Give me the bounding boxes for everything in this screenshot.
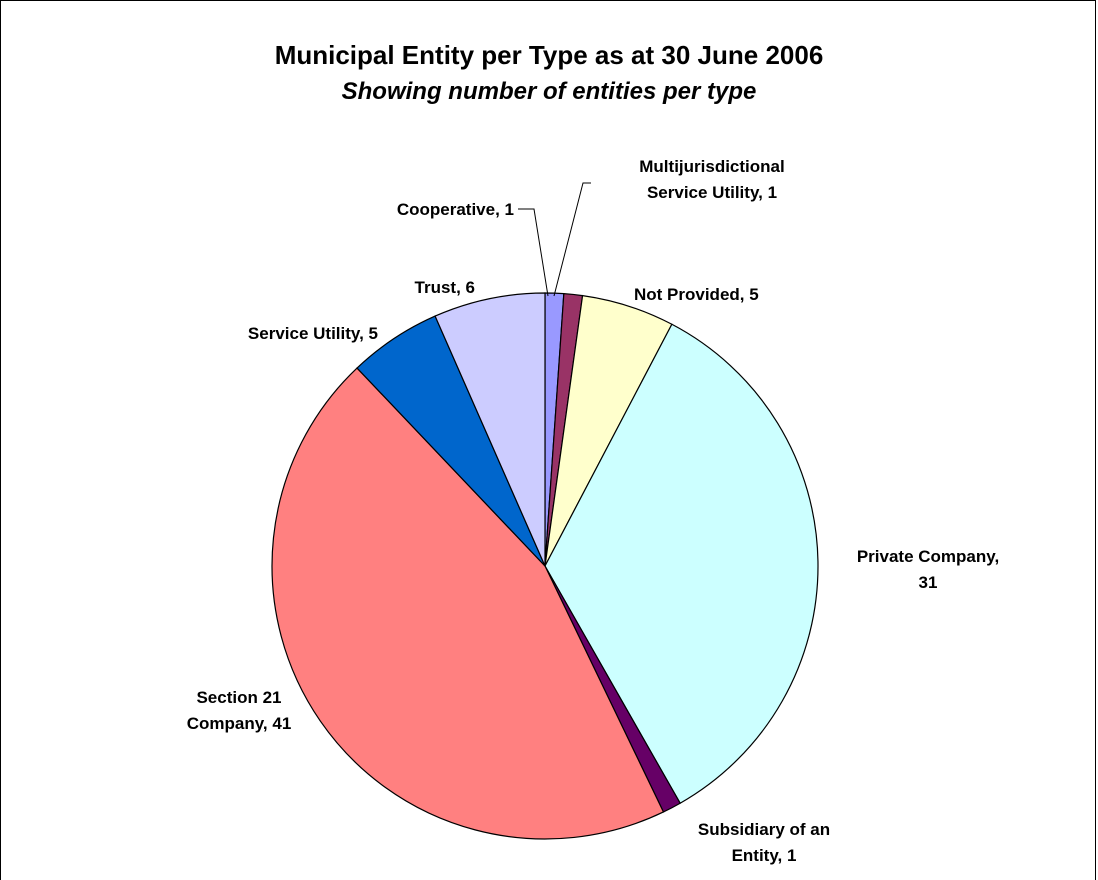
- pie-slice-private-company: [544, 323, 819, 805]
- data-label-not-provided: Not Provided, 5: [634, 285, 759, 304]
- chart-subtitle: Showing number of entities per type: [341, 78, 757, 105]
- data-label-cooperative: Cooperative, 1: [397, 200, 514, 219]
- data-label-multijurisdictional-service-utility: Multijurisdictional Service Utility, 1: [639, 157, 784, 202]
- chart-title: Municipal Entity per Type as at 30 June …: [274, 40, 824, 70]
- data-label-private-company: Private Company, 31: [857, 547, 999, 592]
- pie-slices: [271, 292, 819, 840]
- data-label-service-utility: Service Utility, 5: [248, 324, 378, 343]
- data-label-subsidiary-of-an-entity: Subsidiary of an Entity, 1: [698, 820, 830, 865]
- data-label-trust: Trust, 6: [415, 278, 475, 297]
- leader-lines: [518, 182, 591, 297]
- pie-slice-section-21-company: [271, 367, 665, 840]
- pie-labels: Cooperative, 1 Multijurisdictional Service…: [187, 157, 999, 865]
- pie-slice-trust: [434, 292, 546, 567]
- leader-line-cooperative: [518, 208, 549, 297]
- data-label-section-21-company: Section 21 Company, 41: [187, 688, 292, 733]
- leader-line-multijurisdictional-service-utility: [553, 182, 591, 297]
